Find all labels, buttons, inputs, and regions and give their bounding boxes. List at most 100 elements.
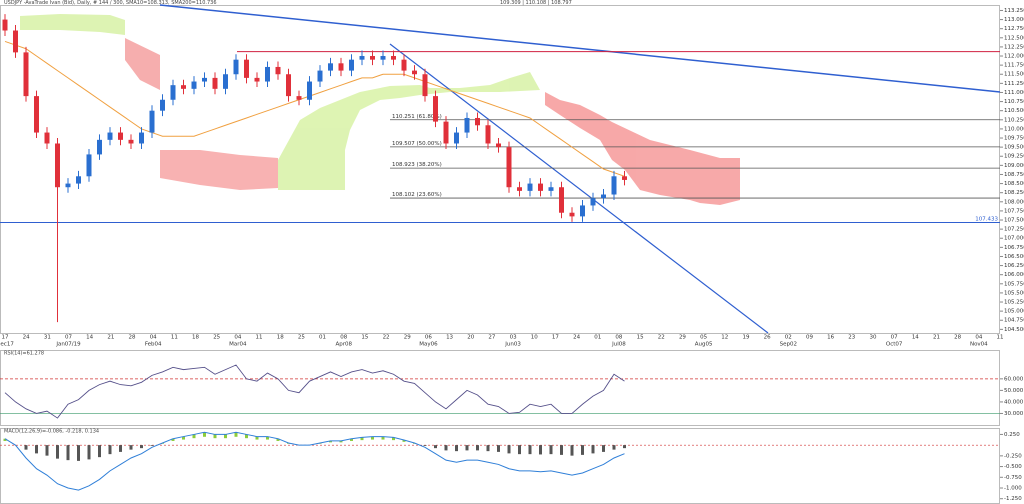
x-tick-label: 20 <box>467 335 474 341</box>
x-tick-label: 17 <box>2 335 9 341</box>
x-tick-label: 02 <box>785 335 792 341</box>
macd-bar <box>255 436 259 440</box>
rsi-panel <box>0 350 1000 426</box>
x-tick-label: 09 <box>806 335 813 341</box>
macd-bar <box>486 445 490 452</box>
candle-body <box>391 56 396 60</box>
fib-label: 110.251 (61.80%) <box>392 114 442 120</box>
y-tick-label: 106.250 <box>1004 263 1024 269</box>
macd-line <box>4 431 625 491</box>
macd-bar <box>182 436 185 440</box>
candle-body <box>475 117 480 126</box>
candle-body <box>412 70 417 75</box>
x-tick-label: 06 <box>425 335 432 341</box>
fib-label: 108.923 (38.20%) <box>392 162 442 168</box>
chart-title: USDJPY -AvaTrade Ivan (Bid), Daily, # 14… <box>4 0 217 6</box>
candle-body <box>401 59 407 71</box>
x-tick-label: 01 <box>594 335 601 341</box>
y-tick-label: 112.000 <box>1004 54 1024 60</box>
rsi-line <box>4 364 625 419</box>
macd-bar <box>24 445 28 450</box>
candle-body <box>601 194 606 199</box>
candle-body <box>223 74 228 89</box>
macd-bar <box>423 445 427 446</box>
x-tick-label: 01 <box>319 335 326 341</box>
candle-body <box>76 176 81 184</box>
fib-label: 109.507 (50.00%) <box>392 141 442 147</box>
candle-body <box>202 77 207 82</box>
y-tick-label: 111.250 <box>1004 81 1024 87</box>
x-tick-label: 13 <box>446 335 453 341</box>
candle-body <box>118 132 123 140</box>
macd-bar <box>329 440 332 443</box>
y-tick-label: 108.000 <box>1004 199 1024 205</box>
candle-body <box>86 154 92 177</box>
candle-body <box>97 139 102 155</box>
x-tick-label: 03 <box>510 335 517 341</box>
macd-tick-label: -0.500 <box>1004 464 1022 470</box>
candle-body <box>170 85 176 100</box>
macd-bar <box>276 438 280 441</box>
y-tick-label: 105.000 <box>1004 309 1024 315</box>
macd-bar <box>339 440 343 443</box>
macd-tick-label: -0.250 <box>1004 453 1022 459</box>
candle-body <box>212 77 218 89</box>
macd-bar <box>56 445 59 459</box>
price-panel <box>0 5 1000 334</box>
candle-body <box>443 121 449 144</box>
x-tick-label: 18 <box>192 335 199 341</box>
y-tick-label: 108.750 <box>1004 172 1024 178</box>
macd-bar <box>224 434 227 439</box>
candle-body <box>622 176 627 180</box>
x-tick-label: 04 <box>975 335 982 341</box>
x-tick-label: 11 <box>256 335 263 341</box>
candle-body <box>569 212 575 217</box>
macd-title: MACD(12,26,9)=-0.086, -0.218, 0.134 <box>4 429 99 435</box>
x-tick-label: 07 <box>891 335 898 341</box>
x-month-label: Jun03 <box>504 342 521 348</box>
x-month-label: Nov04 <box>970 342 988 348</box>
y-tick-label: 107.000 <box>1004 236 1024 242</box>
macd-bar <box>623 445 626 449</box>
x-tick-label: 11 <box>997 335 1004 341</box>
y-tick-label: 105.750 <box>1004 281 1024 287</box>
support-label: 107.433 <box>975 216 998 222</box>
x-tick-label: 17 <box>552 335 559 341</box>
macd-bar <box>234 432 238 437</box>
x-tick-label: 18 <box>277 335 284 341</box>
candle-body <box>328 63 333 71</box>
x-tick-label: 15 <box>637 335 644 341</box>
x-tick-label: 11 <box>171 335 178 341</box>
x-tick-label: 08 <box>340 335 347 341</box>
y-tick-label: 104.500 <box>1004 327 1024 333</box>
macd-bar <box>3 438 7 441</box>
x-tick-label: 25 <box>213 335 220 341</box>
macd-bar <box>497 445 500 452</box>
x-tick-label: 27 <box>488 335 495 341</box>
x-tick-label: 21 <box>933 335 940 341</box>
x-month-label: Apr08 <box>335 342 352 348</box>
macd-bar <box>581 445 584 455</box>
x-month-label: Oct07 <box>886 342 903 348</box>
candle-body <box>233 59 239 75</box>
macd-bar <box>381 436 385 440</box>
y-tick-label: 112.250 <box>1004 44 1024 50</box>
macd-bar <box>66 445 70 461</box>
macd-bar <box>87 445 91 460</box>
y-tick-label: 110.000 <box>1004 126 1024 132</box>
candle-body <box>590 198 596 206</box>
x-tick-label: 24 <box>573 335 580 341</box>
candle-body <box>527 183 533 191</box>
candle-body <box>254 77 260 82</box>
y-tick-label: 113.250 <box>1004 8 1024 14</box>
macd-bar <box>203 432 206 437</box>
y-tick-label: 109.000 <box>1004 163 1024 169</box>
candle-body <box>275 66 281 75</box>
macd-bar <box>465 445 469 451</box>
x-month-label: Jul08 <box>611 342 626 348</box>
y-tick-label: 105.500 <box>1004 290 1024 296</box>
x-tick-label: 22 <box>383 335 390 341</box>
y-tick-label: 108.250 <box>1004 190 1024 196</box>
rsi-tick-label: 50.000 <box>1004 388 1024 394</box>
